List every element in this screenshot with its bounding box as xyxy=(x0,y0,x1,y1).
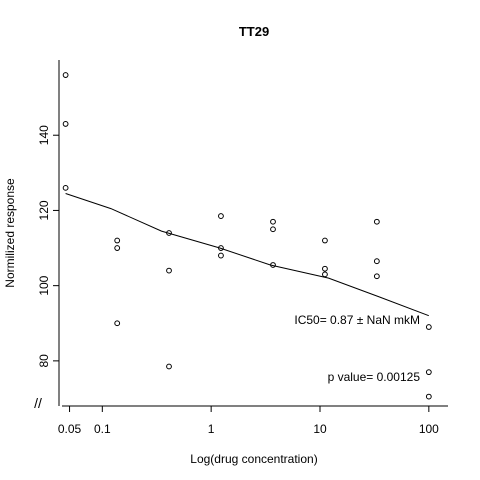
x-tick-label: 0.05 xyxy=(58,422,82,436)
x-axis-ticks: 0.05 0.1 1 10 100 xyxy=(58,406,439,436)
data-point xyxy=(218,213,224,219)
ic50-annotation: IC50= 0.87 ± NaN mkM xyxy=(294,313,420,327)
x-tick-label: 0.1 xyxy=(94,422,111,436)
data-point xyxy=(218,245,224,251)
y-axis-label: Normilized response xyxy=(3,178,17,288)
data-point xyxy=(62,121,69,127)
data-point xyxy=(425,393,432,400)
data-point xyxy=(62,184,69,191)
data-point xyxy=(270,262,276,268)
x-axis-label: Log(drug concentration) xyxy=(190,452,317,466)
data-point xyxy=(270,218,276,225)
y-tick-label: 140 xyxy=(37,125,51,145)
data-points xyxy=(62,72,432,400)
y-tick-label: 80 xyxy=(37,354,51,368)
data-point xyxy=(62,72,69,78)
data-point xyxy=(425,369,432,376)
data-point xyxy=(114,237,121,244)
data-point xyxy=(373,218,380,225)
data-point xyxy=(322,271,328,278)
x-tick-label: 1 xyxy=(208,422,215,436)
chart-title: TT29 xyxy=(239,24,269,39)
data-point xyxy=(114,245,121,251)
pvalue-annotation: p value= 0.00125 xyxy=(328,370,421,384)
x-tick-label: 100 xyxy=(419,422,439,436)
y-tick-label: 120 xyxy=(37,200,51,220)
data-point xyxy=(218,252,224,259)
x-tick-label: 10 xyxy=(313,422,327,436)
data-point xyxy=(322,237,328,244)
data-point xyxy=(166,363,172,370)
fit-curve xyxy=(65,193,429,317)
data-point xyxy=(322,265,328,272)
axis-break-mark: // xyxy=(34,395,42,411)
data-point xyxy=(166,267,172,274)
y-tick-label: 100 xyxy=(37,275,51,295)
data-point xyxy=(425,324,432,330)
data-point xyxy=(270,226,276,233)
data-point xyxy=(373,258,380,265)
y-axis-ticks: 80 100 120 140 xyxy=(37,125,59,368)
data-point xyxy=(373,273,380,280)
data-point xyxy=(114,320,121,327)
data-point xyxy=(166,230,172,236)
